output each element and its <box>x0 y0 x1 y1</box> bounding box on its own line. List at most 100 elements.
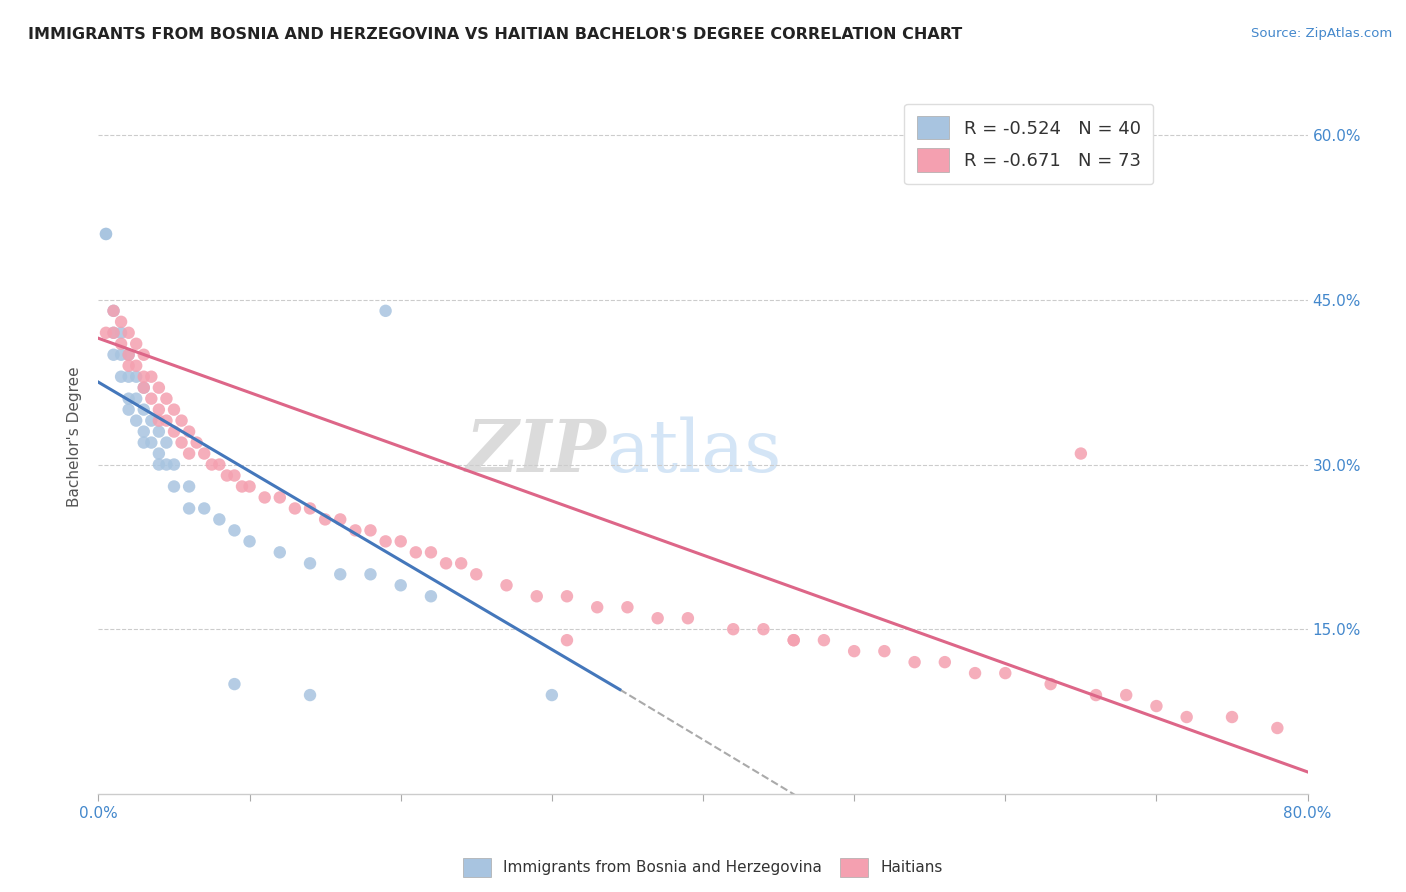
Point <box>141 414 163 428</box>
Point <box>125 336 148 351</box>
Text: Source: ZipAtlas.com: Source: ZipAtlas.com <box>1251 27 1392 40</box>
Point <box>420 589 443 603</box>
Point <box>329 512 352 526</box>
Point <box>94 227 117 241</box>
Point <box>344 524 367 538</box>
Point <box>148 458 170 472</box>
Legend: Immigrants from Bosnia and Herzegovina, Haitians: Immigrants from Bosnia and Herzegovina, … <box>457 852 949 883</box>
Point <box>163 402 186 417</box>
Point <box>239 534 262 549</box>
Point <box>163 479 186 493</box>
Point <box>186 435 208 450</box>
Point <box>170 435 193 450</box>
Point <box>110 336 132 351</box>
Point <box>179 425 201 439</box>
Point <box>647 611 669 625</box>
Point <box>132 381 155 395</box>
Point <box>141 369 163 384</box>
Point <box>118 402 141 417</box>
Point <box>110 315 132 329</box>
Point <box>193 446 215 460</box>
Point <box>179 479 201 493</box>
Point <box>1175 710 1198 724</box>
Point <box>103 303 125 318</box>
Point <box>405 545 427 559</box>
Point <box>148 402 170 417</box>
Point <box>224 677 246 691</box>
Point <box>118 326 141 340</box>
Point <box>269 491 291 505</box>
Point <box>752 622 775 636</box>
Point <box>132 369 155 384</box>
Point <box>118 359 141 373</box>
Point <box>163 425 186 439</box>
Point <box>125 359 148 373</box>
Point <box>526 589 548 603</box>
Point <box>1070 446 1092 460</box>
Point <box>163 458 186 472</box>
Point <box>148 425 170 439</box>
Point <box>103 348 125 362</box>
Point <box>94 227 117 241</box>
Point <box>118 369 141 384</box>
Point <box>208 458 231 472</box>
Point <box>783 633 806 648</box>
Point <box>813 633 835 648</box>
Point <box>132 381 155 395</box>
Point <box>374 534 396 549</box>
Point <box>103 326 125 340</box>
Point <box>783 633 806 648</box>
Point <box>155 414 177 428</box>
Point <box>179 501 201 516</box>
Point <box>224 524 246 538</box>
Point <box>125 414 148 428</box>
Point <box>132 348 155 362</box>
Point <box>155 458 177 472</box>
Point <box>94 326 117 340</box>
Point <box>586 600 609 615</box>
Point <box>155 392 177 406</box>
Point <box>132 402 155 417</box>
Point <box>125 369 148 384</box>
Point <box>148 414 170 428</box>
Text: IMMIGRANTS FROM BOSNIA AND HERZEGOVINA VS HAITIAN BACHELOR'S DEGREE CORRELATION : IMMIGRANTS FROM BOSNIA AND HERZEGOVINA V… <box>28 27 962 42</box>
Point <box>179 446 201 460</box>
Point <box>1267 721 1289 735</box>
Point <box>994 666 1017 681</box>
Point <box>170 414 193 428</box>
Point <box>215 468 238 483</box>
Point <box>314 512 336 526</box>
Point <box>555 633 578 648</box>
Point <box>555 589 578 603</box>
Point <box>118 348 141 362</box>
Y-axis label: Bachelor's Degree: Bachelor's Degree <box>67 367 83 508</box>
Point <box>934 655 956 669</box>
Point <box>360 567 382 582</box>
Point <box>110 348 132 362</box>
Point <box>299 557 322 571</box>
Point <box>118 392 141 406</box>
Point <box>141 435 163 450</box>
Point <box>389 578 412 592</box>
Point <box>231 479 253 493</box>
Point <box>450 557 472 571</box>
Point <box>873 644 896 658</box>
Point <box>299 501 322 516</box>
Point <box>253 491 276 505</box>
Point <box>299 688 322 702</box>
Point <box>465 567 488 582</box>
Point <box>269 545 291 559</box>
Point <box>1039 677 1062 691</box>
Point <box>103 326 125 340</box>
Point <box>208 512 231 526</box>
Point <box>1115 688 1137 702</box>
Point <box>904 655 927 669</box>
Point <box>239 479 262 493</box>
Point <box>125 392 148 406</box>
Point <box>1220 710 1243 724</box>
Point <box>676 611 699 625</box>
Point <box>284 501 307 516</box>
Text: ZIP: ZIP <box>465 416 606 487</box>
Point <box>374 303 396 318</box>
Point <box>965 666 987 681</box>
